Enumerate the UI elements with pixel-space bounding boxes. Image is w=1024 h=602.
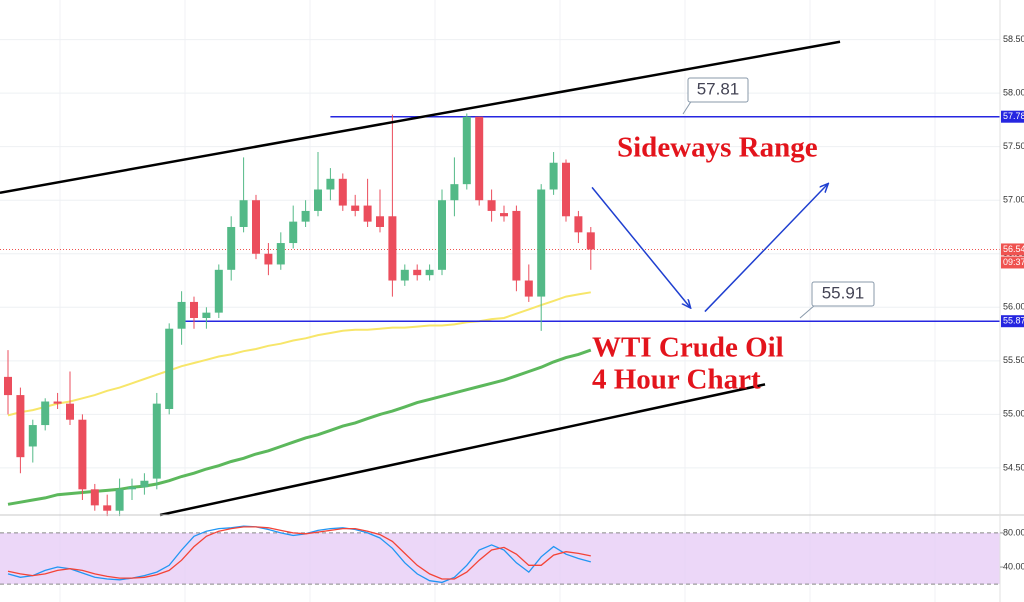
candle-body [276,243,285,265]
countdown-box [1001,256,1024,269]
candle-body [512,210,521,281]
candle-body [16,395,25,458]
candle-body [376,216,384,227]
rsi-line [7,525,591,584]
moving-average [7,348,592,506]
line-price-label: 57.78 [1003,111,1024,121]
candle-body [90,489,99,506]
candle-body [301,210,310,222]
candle-body [586,232,595,250]
candle-body [78,419,87,490]
candle-body [66,403,74,420]
candle-body [450,184,459,201]
candle-body [115,489,124,511]
candle-body [4,376,12,396]
y-tick-label: 55.00 [1003,409,1024,419]
vertical-grid [59,0,936,602]
candle-body [438,200,446,270]
candle-body [314,189,322,211]
candle-body [487,200,496,211]
trend-line [0,40,841,194]
callout-label: 57.81 [697,79,740,98]
candle-body [28,425,37,447]
callout: 55.91 [799,281,875,319]
candle-body [549,162,558,190]
candle-body [462,116,471,185]
candle-body [202,312,211,318]
plot-layer: 54.5055.0055.5056.0056.5057.0057.5058.00… [0,34,1024,585]
candle-body [475,116,484,201]
candle-body [413,269,422,276]
line-price-label-box [1001,315,1024,328]
callout: 57.81 [682,77,749,115]
candle-body [400,269,409,281]
candle-body [227,226,236,270]
candle-body [363,205,372,222]
annotation: WTI Crude Oil [592,332,784,364]
candle-body [574,216,583,233]
candle-body [338,178,347,206]
candle-body [351,205,360,211]
candle-body [190,301,198,318]
candle-body [388,216,397,281]
y-tick-label: 57.00 [1003,195,1024,205]
candle-body [165,328,174,410]
candle-body [214,269,223,313]
line-price-label: 55.87 [1003,316,1024,326]
candle-body [53,401,62,404]
callout-label: 55.91 [822,283,865,302]
trend-line [159,383,766,517]
arrow [591,186,690,307]
moving-average [7,291,591,417]
candle-body [524,280,533,297]
last-price-label: 56.54 [1003,244,1024,254]
arrow [704,184,828,313]
y-tick-label: 58.00 [1003,88,1024,98]
candle-body [425,269,434,276]
candle-body [562,162,570,217]
y-tick-label: 58.50 [1003,34,1024,44]
annotation: 4 Hour Chart [592,364,761,396]
y-tick-label: 80.00 [1003,527,1024,537]
y-tick-label: 54.50 [1003,462,1024,472]
candle-body [140,480,149,488]
candle-body [128,487,136,490]
candle-body [289,221,298,244]
rsi-band [0,532,1000,585]
countdown-label: 09:37 [1003,257,1024,267]
y-tick-label: 40.00 [1003,561,1024,571]
candle-body [500,213,508,217]
candle-body [177,301,186,329]
candle-body [239,200,248,227]
line-price-label-box [1001,110,1024,123]
candle-body [252,200,260,254]
y-tick-label: 55.50 [1003,355,1024,365]
candle-body [326,178,335,190]
candle-body [41,401,50,426]
y-tick-label: 56.00 [1003,302,1024,312]
candle-body [537,189,546,297]
candle-body [264,253,273,265]
candle-body [152,403,161,479]
annotation: Sideways Range [617,132,818,164]
candle-body [103,505,112,511]
y-tick-label: 57.50 [1003,141,1024,151]
last-price-label-box [1001,243,1024,256]
rsi-line [7,526,591,580]
